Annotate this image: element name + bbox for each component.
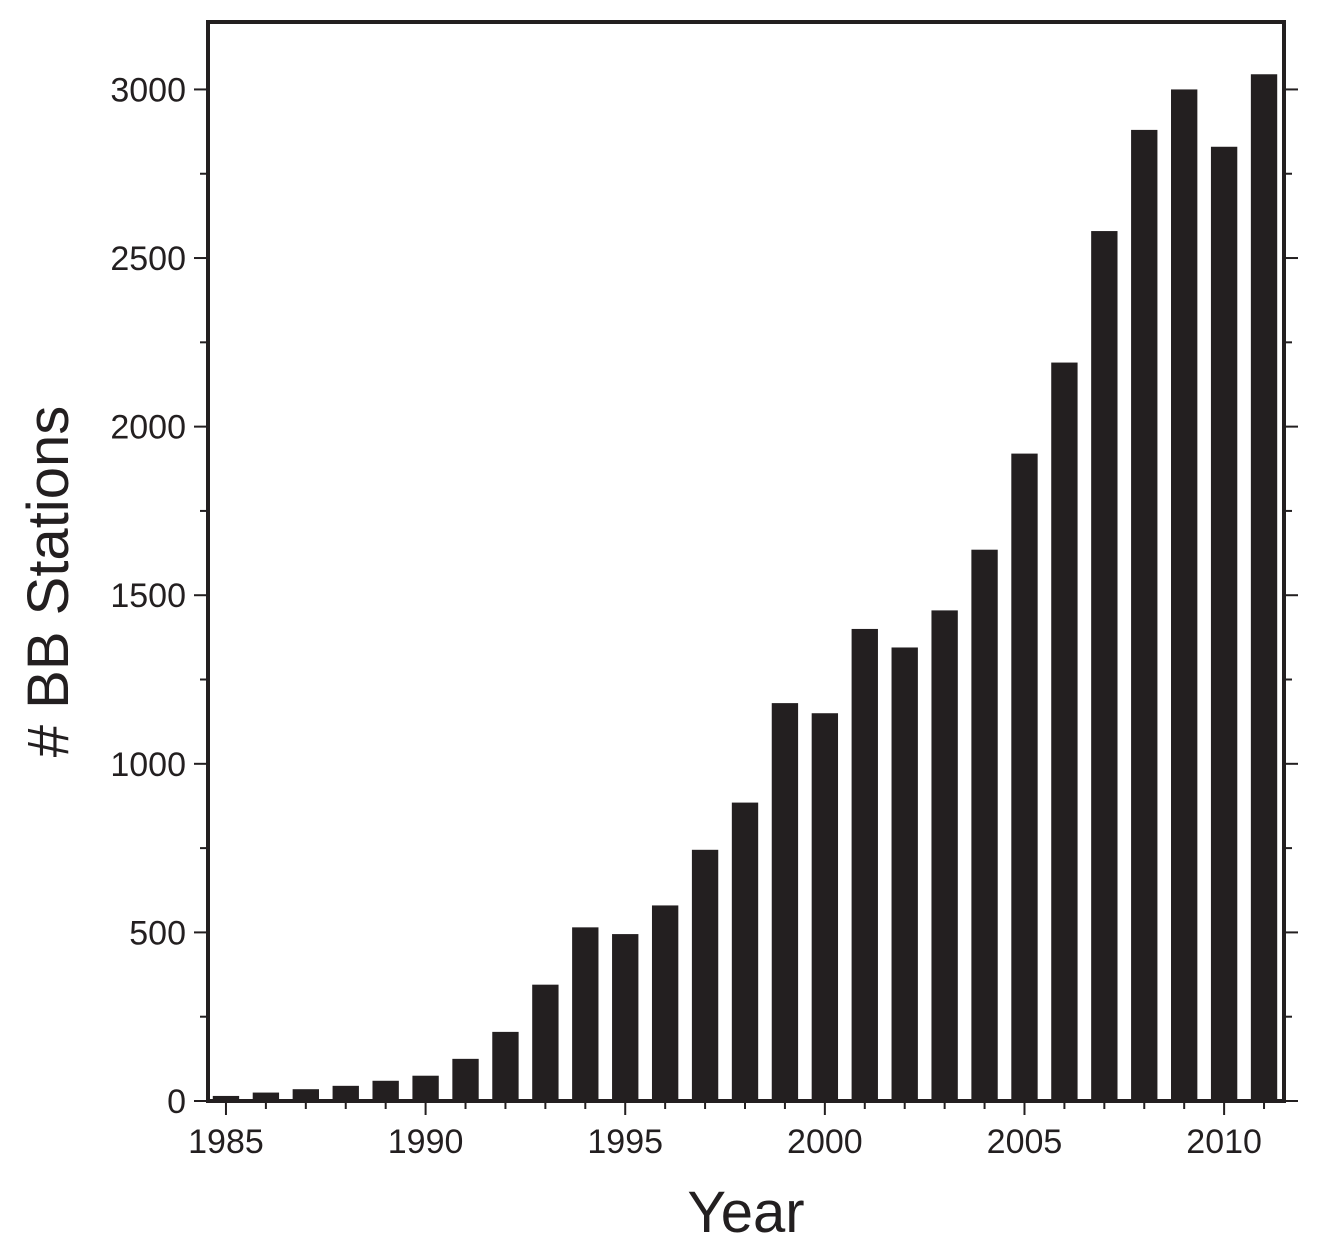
bars-group [212, 74, 1278, 1102]
bar-2010 [1210, 146, 1238, 1101]
plot-frame [206, 20, 1286, 1103]
x-tick-label-1995: 1995 [587, 1123, 663, 1161]
bar-2003 [931, 610, 958, 1101]
bar-1996 [651, 905, 679, 1101]
bar-1998 [731, 802, 759, 1101]
y-tick-label-2000: 2000 [110, 409, 186, 447]
bar-1993 [532, 984, 559, 1101]
bar-1991 [452, 1058, 479, 1101]
bar-1999 [771, 703, 799, 1101]
bar-2009 [1171, 89, 1198, 1101]
bar-2007 [1091, 231, 1118, 1101]
bar-1997 [691, 849, 719, 1101]
bar-2002 [891, 647, 918, 1101]
y-tick-label-3000: 3000 [110, 71, 186, 109]
bar-1995 [612, 934, 639, 1101]
y-tick-label-500: 500 [129, 914, 186, 952]
bar-2011 [1250, 74, 1278, 1101]
y-axis-title: # BB Stations [16, 406, 81, 757]
tick-labels-group: 1985 1990 1995 2000 2005 2010 0 500 1000 1500 2000… [110, 71, 1262, 1161]
bar-1994 [572, 927, 599, 1101]
bar-1985 [212, 1095, 240, 1101]
bar-2001 [851, 628, 878, 1101]
y-tick-label-1500: 1500 [110, 577, 186, 615]
bar-1989 [372, 1080, 399, 1101]
bar-2004 [971, 549, 998, 1101]
bar-1988 [332, 1085, 359, 1101]
bar-2000 [811, 713, 839, 1101]
bar-1990 [412, 1075, 439, 1101]
y-tick-label-2500: 2500 [110, 240, 186, 278]
y-tick-label-0: 0 [167, 1083, 186, 1121]
bar-2006 [1051, 362, 1078, 1101]
bar-2005 [1011, 453, 1038, 1102]
x-tick-label-2010: 2010 [1186, 1123, 1262, 1161]
bar-1986 [252, 1092, 280, 1101]
x-tick-label-2000: 2000 [787, 1123, 863, 1161]
bar-1992 [492, 1031, 519, 1101]
bar-2008 [1131, 129, 1158, 1101]
y-tick-label-1000: 1000 [110, 746, 186, 784]
x-tick-label-1985: 1985 [188, 1123, 264, 1161]
x-axis-title: Year [687, 1180, 804, 1245]
x-tick-label-1990: 1990 [388, 1123, 464, 1161]
bar-1987 [292, 1089, 319, 1101]
x-tick-label-2005: 2005 [987, 1123, 1063, 1161]
